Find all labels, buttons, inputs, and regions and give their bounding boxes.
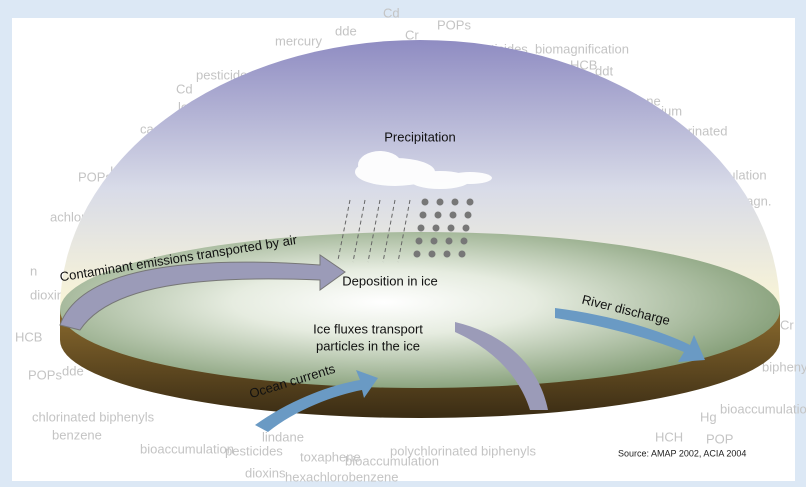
snowflake — [413, 250, 421, 258]
background-word: mercury — [275, 33, 322, 48]
background-word: Cd — [383, 5, 400, 20]
river-arrow — [555, 308, 705, 362]
background-word: POPs — [28, 367, 62, 382]
precipitation-label: Precipitation — [384, 129, 456, 144]
ice-arrow — [455, 322, 548, 410]
snowflake — [417, 224, 425, 232]
snowflake — [415, 237, 423, 245]
background-word: biphenyl — [762, 359, 806, 374]
background-word: n — [30, 263, 37, 278]
snowflake — [451, 198, 459, 206]
air-arrow — [59, 254, 346, 331]
background-word: Cr — [780, 317, 794, 332]
snowflakes — [413, 198, 474, 258]
snowflake — [430, 237, 438, 245]
background-word: pesticides — [225, 443, 283, 458]
background-word: biomagnification — [535, 41, 629, 56]
background-word: dde — [62, 363, 84, 378]
snowflake — [466, 198, 474, 206]
background-word: polychlorinated biphenyls — [390, 443, 536, 458]
snowflake — [458, 250, 466, 258]
snowflake — [419, 211, 427, 219]
background-word: POPs — [437, 17, 471, 32]
background-word: toxaphene — [300, 449, 361, 464]
background-word: chlorinated biphenyls — [32, 409, 155, 424]
snowflake — [421, 198, 429, 206]
background-word: HCB — [15, 329, 42, 344]
ocean-arrow — [255, 370, 378, 432]
cloud — [355, 151, 492, 189]
background-word: bioaccumulation — [345, 453, 439, 468]
background-word: bioaccumulation — [720, 401, 806, 416]
snowflake — [432, 224, 440, 232]
background-word: bioaccumulation — [140, 441, 234, 456]
background-word: dde — [335, 23, 357, 38]
ice-flux-label: particles in the ice — [316, 338, 420, 353]
background-word: ddt — [595, 63, 613, 78]
ice-flux-label: Ice fluxes transport — [313, 321, 423, 336]
background-word: Hg — [700, 409, 717, 424]
background-word: benzene — [52, 427, 102, 442]
snowflake — [445, 237, 453, 245]
background-word: lindane — [262, 429, 304, 444]
rain — [337, 199, 411, 263]
snowflake — [462, 224, 470, 232]
background-word: hexachlorobenzene — [285, 469, 398, 484]
source: Source: AMAP 2002, ACIA 2004 — [618, 448, 746, 458]
snowflake — [443, 250, 451, 258]
snowflake — [436, 198, 444, 206]
background-word: POP — [706, 431, 733, 446]
snowflake — [447, 224, 455, 232]
background-word: POPs — [78, 169, 112, 184]
snowflake — [434, 211, 442, 219]
snowflake — [428, 250, 436, 258]
deposition-label: Deposition in ice — [342, 273, 437, 288]
background-word: Cr — [405, 27, 419, 42]
snowflake — [464, 211, 472, 219]
snowflake — [449, 211, 457, 219]
background-word: HCH — [655, 429, 683, 444]
background-word: dioxins — [245, 465, 286, 480]
snowflake — [460, 237, 468, 245]
background-word: Cd — [176, 81, 193, 96]
